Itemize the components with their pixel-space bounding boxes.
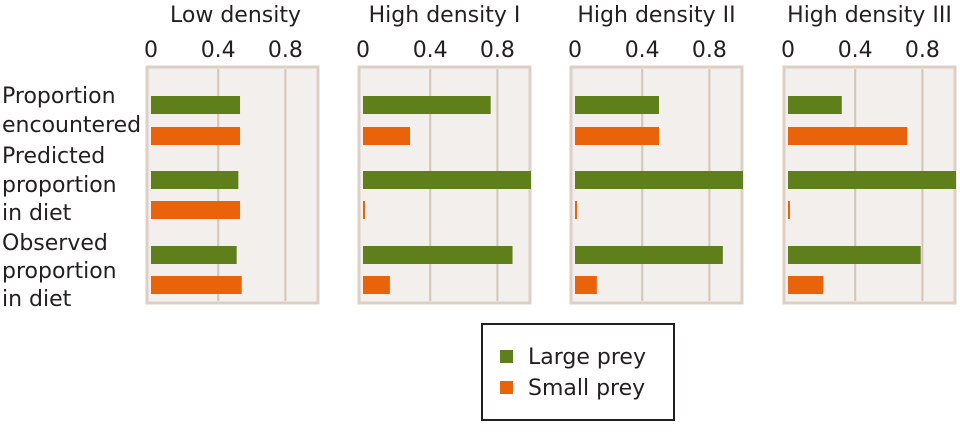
panel-4: High density III 0 0.4 0.8 <box>781 3 957 305</box>
panel-title: Low density <box>170 3 301 28</box>
bar-large-prey <box>363 171 531 189</box>
panel-title: High density I <box>369 3 521 28</box>
panel-3: High density II 0 0.4 0.8 <box>568 3 744 305</box>
bar-large-prey <box>151 246 237 264</box>
bar-large-prey <box>575 171 743 189</box>
bar-large-prey <box>575 246 723 264</box>
tick-label: 0.4 <box>838 38 873 63</box>
bar-large-prey <box>788 246 921 264</box>
bar-small-prey <box>575 127 659 145</box>
legend-swatch <box>500 350 513 363</box>
tick-label: 0 <box>781 38 795 63</box>
panel-1: Low density 0 0.4 0.8 <box>144 3 320 305</box>
bar-large-prey <box>151 171 239 189</box>
bar-small-prey <box>575 201 577 219</box>
tick-label: 0 <box>356 38 370 63</box>
row-label-line: Proportion <box>2 84 116 109</box>
legend-swatch <box>500 381 513 394</box>
legend-label: Large prey <box>528 345 646 370</box>
row-label-line: Predicted <box>2 144 105 169</box>
bar-small-prey <box>575 276 597 294</box>
legend: Large prey Small prey <box>481 323 675 421</box>
bar-small-prey <box>151 201 241 219</box>
bar-small-prey <box>151 127 241 145</box>
bar-large-prey <box>575 96 659 114</box>
tick-label: 0 <box>144 38 158 63</box>
bar-large-prey <box>788 96 842 114</box>
legend-box <box>481 323 675 421</box>
row-label-3: Observed proportion in diet <box>2 231 117 312</box>
bar-large-prey <box>151 96 241 114</box>
panel-title: High density II <box>577 3 735 28</box>
bar-small-prey <box>788 276 824 294</box>
tick-label: 0.8 <box>268 38 303 63</box>
panel-2: High density I 0 0.4 0.8 <box>356 3 532 305</box>
legend-label: Small prey <box>528 376 645 401</box>
row-label-line: encountered <box>2 113 141 138</box>
row-label-line: in diet <box>2 287 72 312</box>
tick-label: 0.8 <box>905 38 940 63</box>
bar-large-prey <box>363 96 491 114</box>
row-label-line: in diet <box>2 201 72 226</box>
tick-label: 0.4 <box>201 38 236 63</box>
bar-small-prey <box>788 201 790 219</box>
tick-label: 0.8 <box>692 38 727 63</box>
panel-title: High density III <box>787 3 952 28</box>
tick-label: 0.8 <box>480 38 515 63</box>
bar-small-prey <box>151 276 242 294</box>
row-label-line: proportion <box>2 259 117 284</box>
bar-small-prey <box>363 127 411 145</box>
tick-label: 0.4 <box>413 38 448 63</box>
bar-small-prey <box>363 276 390 294</box>
row-label-line: proportion <box>2 173 117 198</box>
bar-small-prey <box>363 201 365 219</box>
row-label-line: Observed <box>2 231 108 256</box>
row-label-2: Predicted proportion in diet <box>2 144 117 226</box>
bar-large-prey <box>788 171 956 189</box>
tick-label: 0 <box>568 38 582 63</box>
bar-large-prey <box>363 246 513 264</box>
tick-label: 0.4 <box>625 38 660 63</box>
bar-small-prey <box>788 127 908 145</box>
row-label-1: Proportion encountered <box>2 84 141 138</box>
